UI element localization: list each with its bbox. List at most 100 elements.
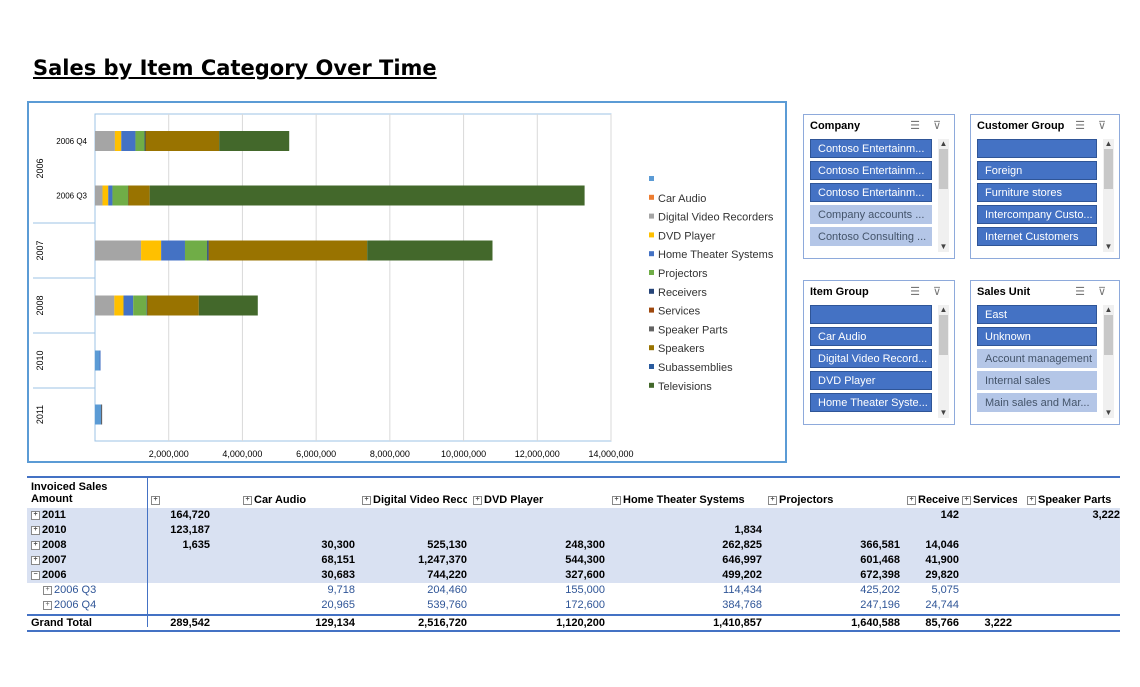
pivot-cell: 1,410,857 bbox=[713, 617, 762, 629]
column-header[interactable]: +Digital Video Recorc bbox=[362, 494, 467, 506]
bar-segment bbox=[101, 404, 103, 425]
bar-chart[interactable]: 2,000,000 4,000,000 6,000,000 8,000,000 10,0… bbox=[27, 101, 787, 463]
scroll-down-icon[interactable]: ▼ bbox=[1104, 242, 1113, 251]
row-label[interactable]: +2008 bbox=[31, 539, 66, 551]
expand-icon[interactable]: + bbox=[962, 495, 971, 505]
expand-icon[interactable]: + bbox=[31, 510, 40, 520]
multi-select-icon[interactable]: ☰ bbox=[1075, 120, 1085, 132]
slicer-item[interactable]: Internal sales bbox=[977, 371, 1097, 390]
expand-icon[interactable]: + bbox=[31, 555, 40, 565]
clear-filter-icon[interactable]: ⊽ bbox=[932, 286, 942, 298]
multi-select-icon[interactable]: ☰ bbox=[910, 286, 920, 298]
slicer-item[interactable]: Contoso Entertainm... bbox=[810, 183, 932, 202]
slicer-item[interactable]: Digital Video Record... bbox=[810, 349, 932, 368]
expand-icon[interactable]: + bbox=[362, 495, 371, 505]
collapse-icon[interactable]: − bbox=[31, 570, 40, 580]
row-label[interactable]: +2011 bbox=[31, 509, 66, 521]
sales-unit-slicer[interactable]: Sales Unit ☰ ⊽ East Unknown Account managemen… bbox=[970, 280, 1120, 425]
row-label[interactable]: +2006 Q3 bbox=[43, 584, 96, 596]
column-header-label: Home Theater Systems bbox=[623, 494, 745, 506]
slicer-scrollbar[interactable]: ▲ ▼ bbox=[1103, 139, 1114, 252]
column-header[interactable]: + Speaker Parts bbox=[1027, 494, 1120, 506]
slicer-item[interactable]: Contoso Entertainm... bbox=[810, 139, 932, 158]
expand-icon[interactable]: + bbox=[43, 585, 52, 595]
slicer-item[interactable]: Home Theater Syste... bbox=[810, 393, 932, 412]
row-label[interactable]: +2010 bbox=[31, 524, 66, 536]
expand-icon[interactable]: + bbox=[151, 495, 160, 505]
expand-icon[interactable]: + bbox=[243, 495, 252, 505]
row-label[interactable]: −2006 bbox=[31, 569, 66, 581]
slicer-item[interactable] bbox=[977, 139, 1097, 158]
category-label: 2006 Q3 bbox=[56, 192, 87, 201]
slicer-item[interactable]: Foreign bbox=[977, 161, 1097, 180]
pivot-cell: 1,247,370 bbox=[418, 554, 467, 566]
column-header[interactable]: + bbox=[151, 494, 237, 506]
clear-filter-icon[interactable]: ⊽ bbox=[1097, 120, 1107, 132]
slicer-item[interactable]: Contoso Entertainm... bbox=[810, 161, 932, 180]
slicer-item[interactable] bbox=[810, 305, 932, 324]
slicer-item[interactable]: Contoso Consulting ... bbox=[810, 227, 932, 246]
bar-segment bbox=[114, 295, 124, 316]
multi-select-icon[interactable]: ☰ bbox=[1075, 286, 1085, 298]
scroll-down-icon[interactable]: ▼ bbox=[939, 242, 948, 251]
scroll-thumb[interactable] bbox=[939, 315, 948, 355]
category-group-label: 2006 bbox=[35, 158, 45, 178]
x-tick-label: 2,000,000 bbox=[149, 449, 189, 459]
scroll-down-icon[interactable]: ▼ bbox=[1104, 408, 1113, 417]
slicer-item[interactable]: Unknown bbox=[977, 327, 1097, 346]
scroll-thumb[interactable] bbox=[1104, 315, 1113, 355]
row-label-text: 2006 bbox=[42, 569, 67, 581]
scroll-up-icon[interactable]: ▲ bbox=[1104, 305, 1113, 314]
slicer-item[interactable]: East bbox=[977, 305, 1097, 324]
slicer-item[interactable]: Account management bbox=[977, 349, 1097, 368]
expand-icon[interactable]: + bbox=[907, 495, 916, 505]
expand-icon[interactable]: + bbox=[768, 495, 777, 505]
row-label[interactable]: +2006 Q4 bbox=[43, 599, 96, 611]
slicer-item[interactable]: Main sales and Mar... bbox=[977, 393, 1097, 412]
column-header[interactable]: + DVD Player bbox=[473, 494, 605, 506]
column-header[interactable]: + Services bbox=[962, 494, 1017, 506]
expand-icon[interactable]: + bbox=[43, 600, 52, 610]
expand-icon[interactable]: + bbox=[31, 525, 40, 535]
scroll-up-icon[interactable]: ▲ bbox=[939, 139, 948, 148]
slicer-scrollbar[interactable]: ▲ ▼ bbox=[938, 139, 949, 252]
expand-icon[interactable]: + bbox=[473, 495, 482, 505]
pivot-cell: 41,900 bbox=[925, 554, 959, 566]
row-label[interactable]: Grand Total bbox=[31, 617, 92, 629]
expand-icon[interactable]: + bbox=[31, 540, 40, 550]
multi-select-icon[interactable]: ☰ bbox=[910, 120, 920, 132]
column-header[interactable]: + Projectors bbox=[768, 494, 900, 506]
slicer-item[interactable]: Furniture stores bbox=[977, 183, 1097, 202]
scroll-thumb[interactable] bbox=[1104, 149, 1113, 189]
scroll-up-icon[interactable]: ▲ bbox=[939, 305, 948, 314]
slicer-item[interactable]: Intercompany Custo... bbox=[977, 205, 1097, 224]
scroll-up-icon[interactable]: ▲ bbox=[1104, 139, 1113, 148]
slicer-scrollbar[interactable]: ▲ ▼ bbox=[1103, 305, 1114, 418]
slicer-item[interactable]: Company accounts ... bbox=[810, 205, 932, 224]
pivot-cell: 2,516,720 bbox=[418, 617, 467, 629]
item-group-slicer[interactable]: Item Group ☰ ⊽ Car Audio Digital Video Recor… bbox=[803, 280, 955, 425]
column-header[interactable]: + Home Theater Systems bbox=[612, 494, 762, 506]
pivot-cell: 744,220 bbox=[427, 569, 467, 581]
slicer-item[interactable]: Internet Customers bbox=[977, 227, 1097, 246]
row-label[interactable]: +2007 bbox=[31, 554, 66, 566]
column-header[interactable]: +Receiver bbox=[907, 494, 959, 506]
scroll-thumb[interactable] bbox=[939, 149, 948, 189]
scroll-down-icon[interactable]: ▼ bbox=[939, 408, 948, 417]
clear-filter-icon[interactable]: ⊽ bbox=[1097, 286, 1107, 298]
slicer-item[interactable]: Car Audio bbox=[810, 327, 932, 346]
customer-group-slicer[interactable]: Customer Group ☰ ⊽ Foreign Furniture stores I… bbox=[970, 114, 1120, 259]
legend-swatch bbox=[649, 194, 654, 200]
column-header[interactable]: + Car Audio bbox=[243, 494, 357, 506]
slicer-title: Customer Group bbox=[977, 120, 1065, 132]
slicer-scrollbar[interactable]: ▲ ▼ bbox=[938, 305, 949, 418]
expand-icon[interactable]: + bbox=[612, 495, 621, 505]
company-slicer[interactable]: Company ☰ ⊽ Contoso Entertainm... Contoso En… bbox=[803, 114, 955, 259]
legend-swatch bbox=[649, 176, 654, 181]
pivot-row: +2006 Q3 9,718 204,460 155,000 114,434 425,20… bbox=[27, 583, 1120, 598]
clear-filter-icon[interactable]: ⊽ bbox=[932, 120, 942, 132]
pivot-cell: 114,434 bbox=[723, 584, 762, 596]
expand-icon[interactable]: + bbox=[1027, 495, 1036, 505]
pivot-row: −2006 30,683 744,220 327,600 499,202 672,398 2… bbox=[27, 568, 1120, 583]
slicer-item[interactable]: DVD Player bbox=[810, 371, 932, 390]
